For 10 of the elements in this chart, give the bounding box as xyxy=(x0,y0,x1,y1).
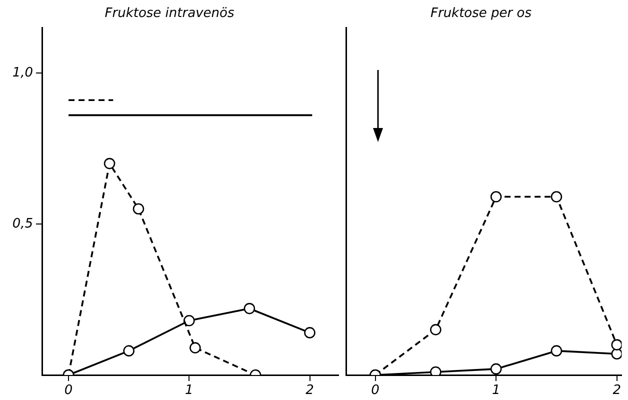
y-tick-label: 0,5 xyxy=(12,216,33,232)
x-tick-label: 2 xyxy=(306,383,314,398)
chart-title: Fruktose intravenös xyxy=(104,6,234,22)
x-tick-label: 0 xyxy=(371,383,380,398)
x-tick-label: 1 xyxy=(185,383,194,398)
x-tick-label: 0 xyxy=(64,383,73,398)
y-tick-label: 1,0 xyxy=(12,65,33,80)
chart-title: Fruktose per os xyxy=(430,6,532,22)
x-tick-label: 1 xyxy=(492,383,500,398)
x-tick-label: 2 xyxy=(612,383,622,398)
